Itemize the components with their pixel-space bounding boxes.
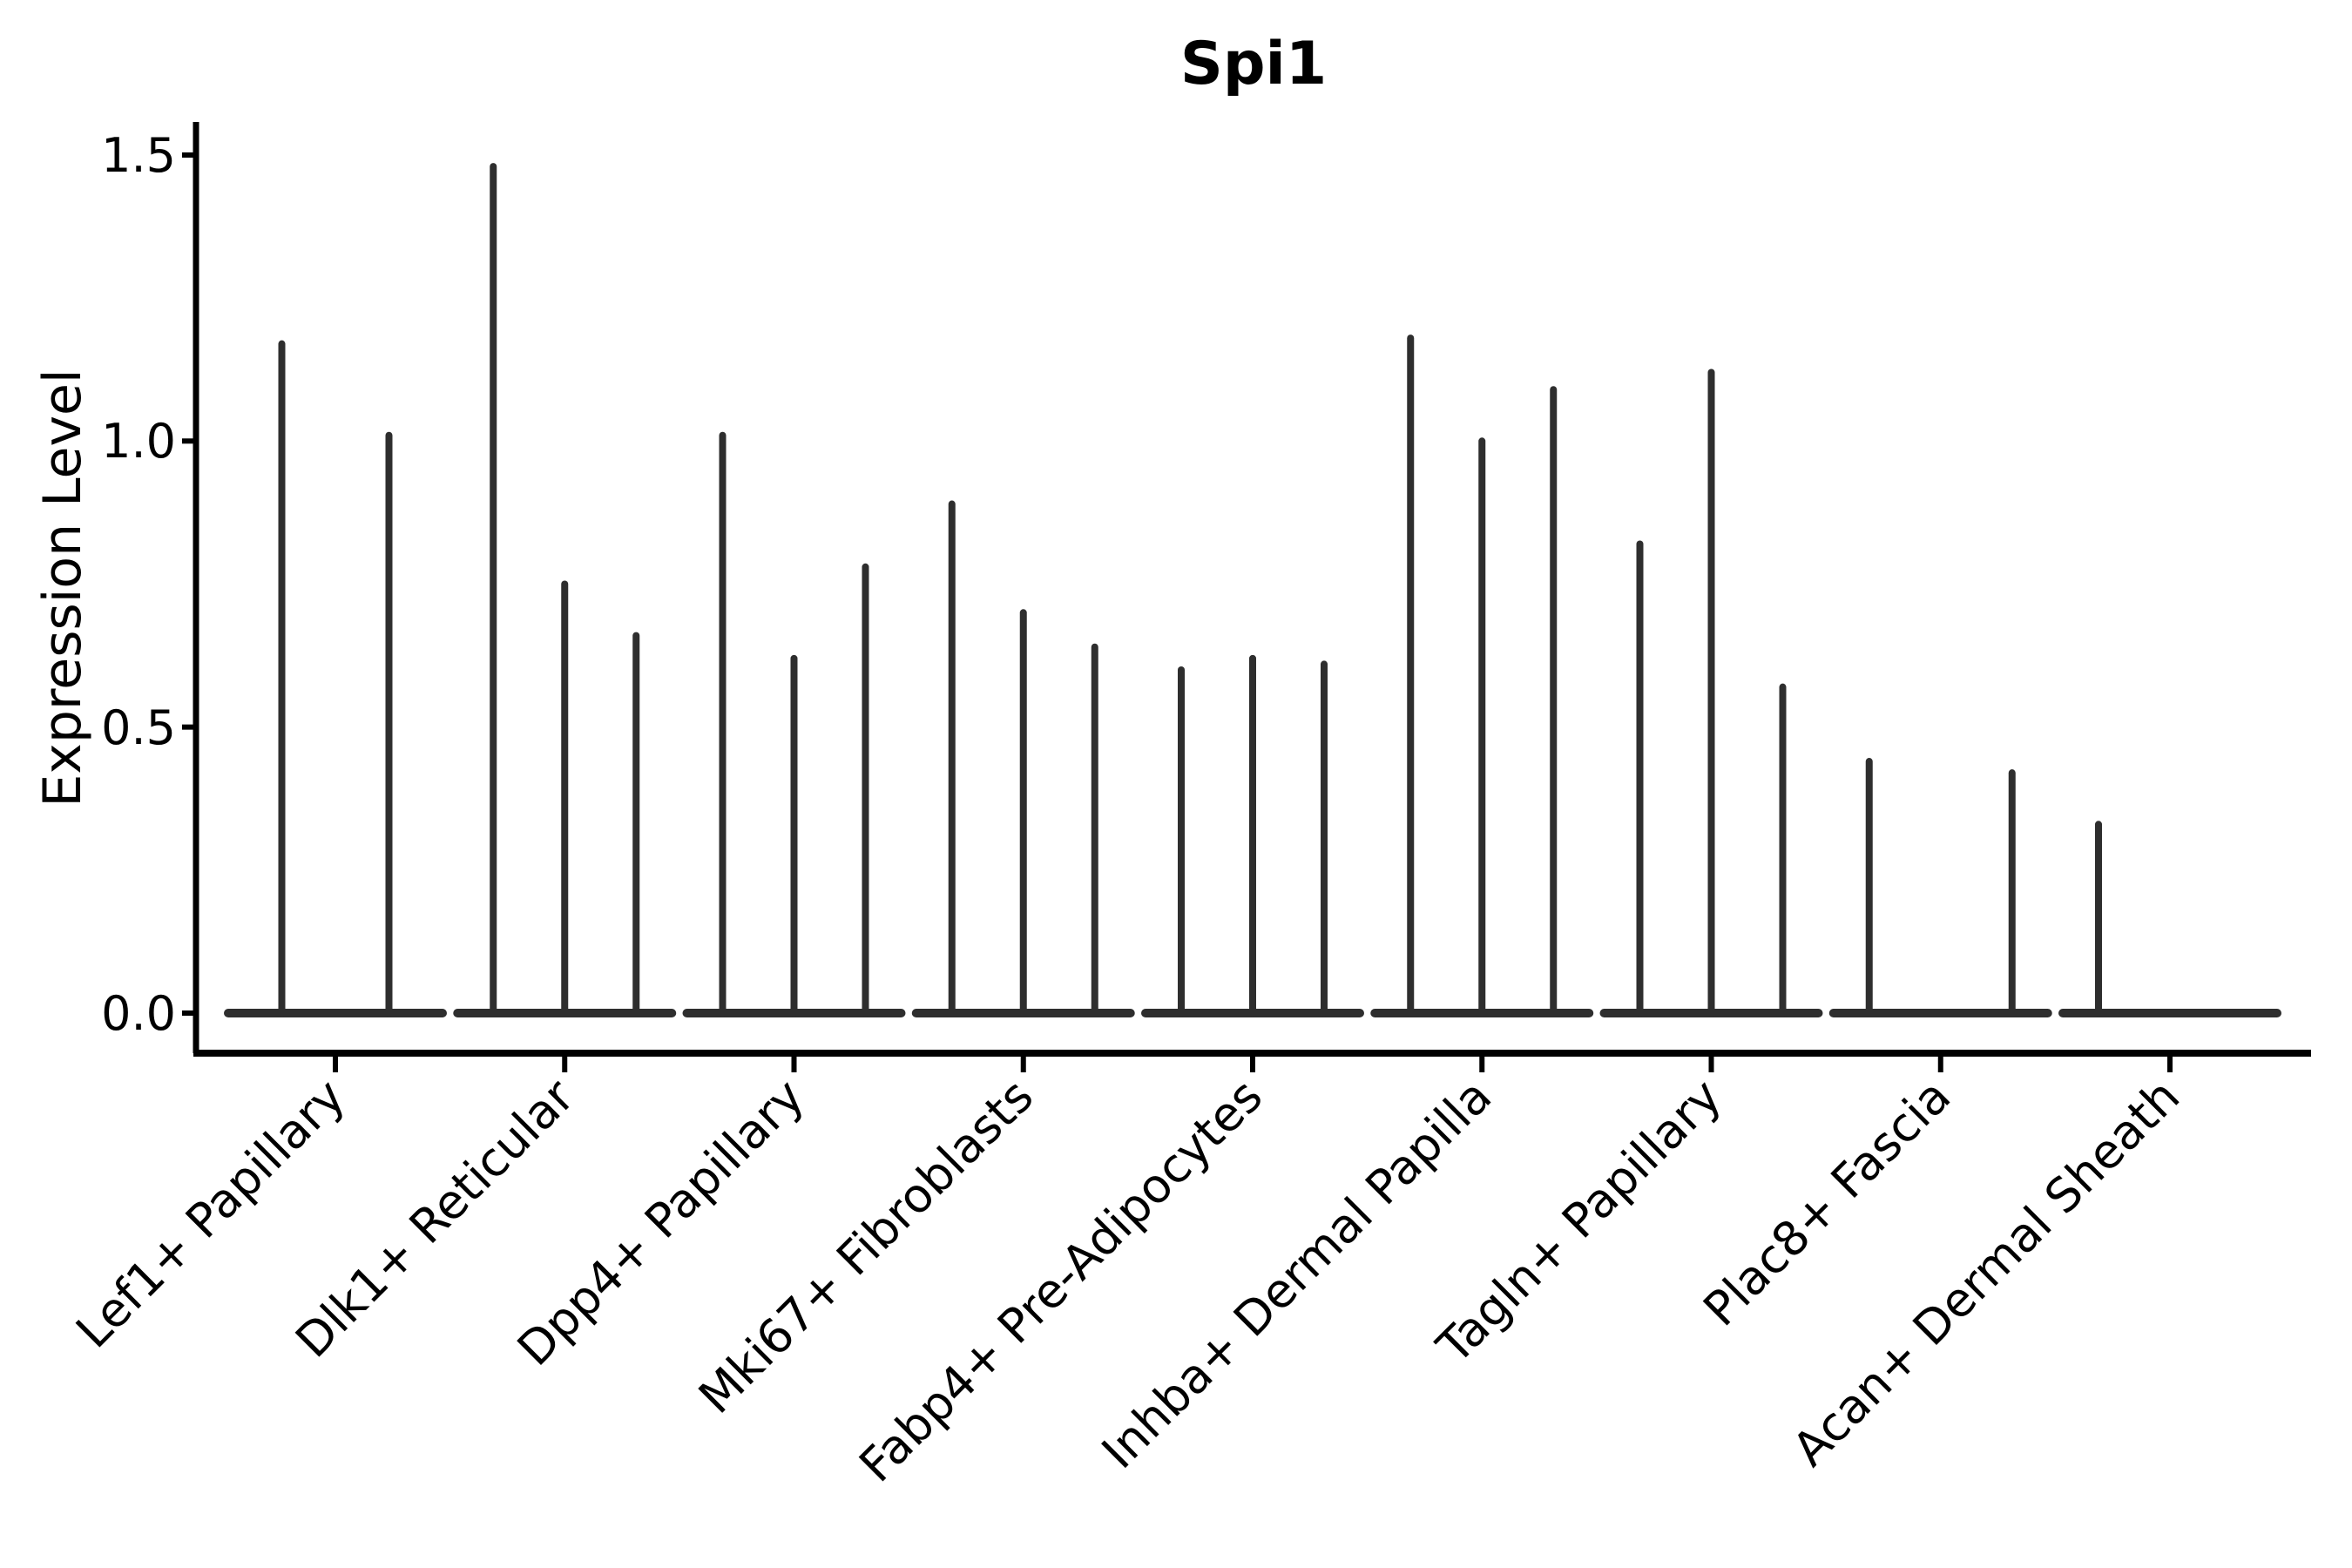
y-tick-label-15: 1.5 xyxy=(101,128,176,183)
y-tick-label-0: 0.0 xyxy=(101,986,176,1041)
x-tick-label-plac8-fascia: Plac8+ Fascia xyxy=(1693,1069,1961,1337)
axes-layer xyxy=(182,122,2311,1072)
x-tick-label-fabp4-pre-adipocytes: Fabp4+ Pre-Adipocytes xyxy=(848,1069,1273,1493)
x-tick-label-acan-dermal-sheath: Acan+ Dermal Sheath xyxy=(1782,1069,2190,1477)
y-tick-label-05: 0.5 xyxy=(101,700,176,755)
y-axis-label: Expression Level xyxy=(32,368,93,807)
x-tick-labels: Lef1+ Papillary Dlk1+ Reticular Dpp4+ Pa… xyxy=(65,1068,2190,1492)
x-tick-label-inhba-dermal-papilla: Inhba+ Dermal Papilla xyxy=(1092,1069,1502,1479)
y-tick-label-10: 1.0 xyxy=(101,414,176,469)
y-tick-labels: 0.0 0.5 1.0 1.5 xyxy=(101,128,176,1041)
violins-layer xyxy=(224,163,2281,1017)
chart-title: Spi1 xyxy=(1180,30,1327,98)
